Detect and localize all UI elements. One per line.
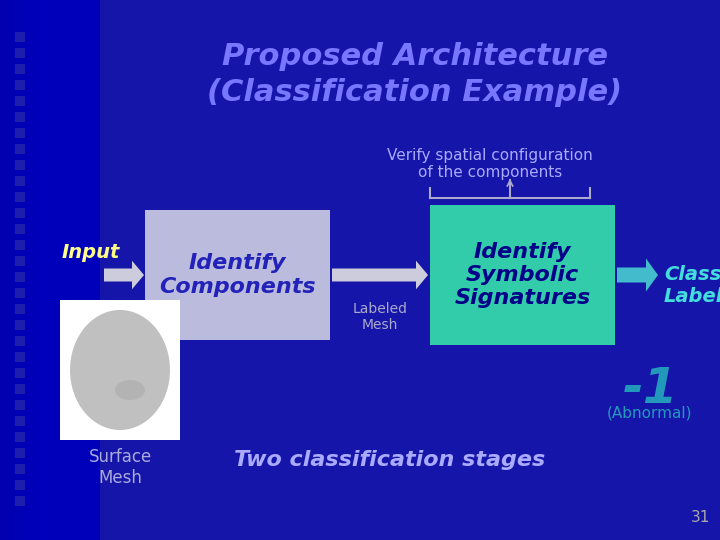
Bar xyxy=(15,144,25,154)
Bar xyxy=(12,0,14,540)
Bar xyxy=(15,384,25,394)
Bar xyxy=(15,128,25,138)
Bar xyxy=(15,368,25,378)
Bar xyxy=(15,416,25,426)
Bar xyxy=(430,205,615,345)
Text: 31: 31 xyxy=(690,510,710,525)
Text: Input: Input xyxy=(62,242,120,261)
Bar xyxy=(28,0,30,540)
Bar xyxy=(4,0,6,540)
Text: (Abnormal): (Abnormal) xyxy=(607,405,693,420)
Text: Proposed Architecture: Proposed Architecture xyxy=(222,42,608,71)
Text: Identify
Symbolic
Signatures: Identify Symbolic Signatures xyxy=(454,242,590,308)
Bar xyxy=(22,0,24,540)
Bar xyxy=(15,112,25,122)
Bar xyxy=(14,0,16,540)
Bar xyxy=(15,96,25,106)
Bar xyxy=(6,0,8,540)
Text: Identify
Components: Identify Components xyxy=(159,253,316,296)
Bar xyxy=(15,288,25,298)
Bar xyxy=(15,320,25,330)
Bar xyxy=(26,0,28,540)
Bar xyxy=(24,0,26,540)
Bar xyxy=(30,0,32,540)
Bar xyxy=(15,304,25,314)
Ellipse shape xyxy=(115,380,145,400)
Bar xyxy=(0,0,2,540)
FancyArrow shape xyxy=(332,261,428,289)
Bar xyxy=(32,0,34,540)
Bar xyxy=(15,240,25,250)
Bar xyxy=(60,300,180,440)
Bar xyxy=(15,480,25,490)
Bar xyxy=(15,48,25,58)
FancyArrow shape xyxy=(617,259,658,292)
Bar xyxy=(15,400,25,410)
Bar xyxy=(15,176,25,186)
Bar xyxy=(15,432,25,442)
Text: -1: -1 xyxy=(622,365,678,413)
Bar xyxy=(15,224,25,234)
Bar xyxy=(16,0,18,540)
Ellipse shape xyxy=(70,310,170,430)
Bar xyxy=(15,32,25,42)
Bar xyxy=(38,0,40,540)
Bar xyxy=(20,0,22,540)
Bar xyxy=(34,0,36,540)
Text: (Classification Example): (Classification Example) xyxy=(207,78,623,107)
Bar xyxy=(15,448,25,458)
Text: Surface
Mesh: Surface Mesh xyxy=(89,448,152,487)
Text: Labeled
Mesh: Labeled Mesh xyxy=(353,302,408,332)
Bar xyxy=(10,0,12,540)
Bar xyxy=(18,0,20,540)
Text: Class
Label: Class Label xyxy=(664,265,720,306)
Text: Verify spatial configuration
of the components: Verify spatial configuration of the comp… xyxy=(387,148,593,180)
Bar xyxy=(15,272,25,282)
Bar xyxy=(145,210,330,340)
Bar xyxy=(15,64,25,74)
Bar xyxy=(15,256,25,266)
Text: Two classification stages: Two classification stages xyxy=(235,450,546,470)
Bar xyxy=(36,0,38,540)
Bar xyxy=(2,0,4,540)
Bar xyxy=(15,352,25,362)
Bar xyxy=(15,80,25,90)
FancyArrow shape xyxy=(104,261,144,289)
Bar xyxy=(15,496,25,506)
Bar xyxy=(15,464,25,474)
Bar xyxy=(15,208,25,218)
Bar xyxy=(0,0,100,540)
Bar xyxy=(15,192,25,202)
Bar xyxy=(15,336,25,346)
Bar xyxy=(15,160,25,170)
Bar xyxy=(8,0,10,540)
